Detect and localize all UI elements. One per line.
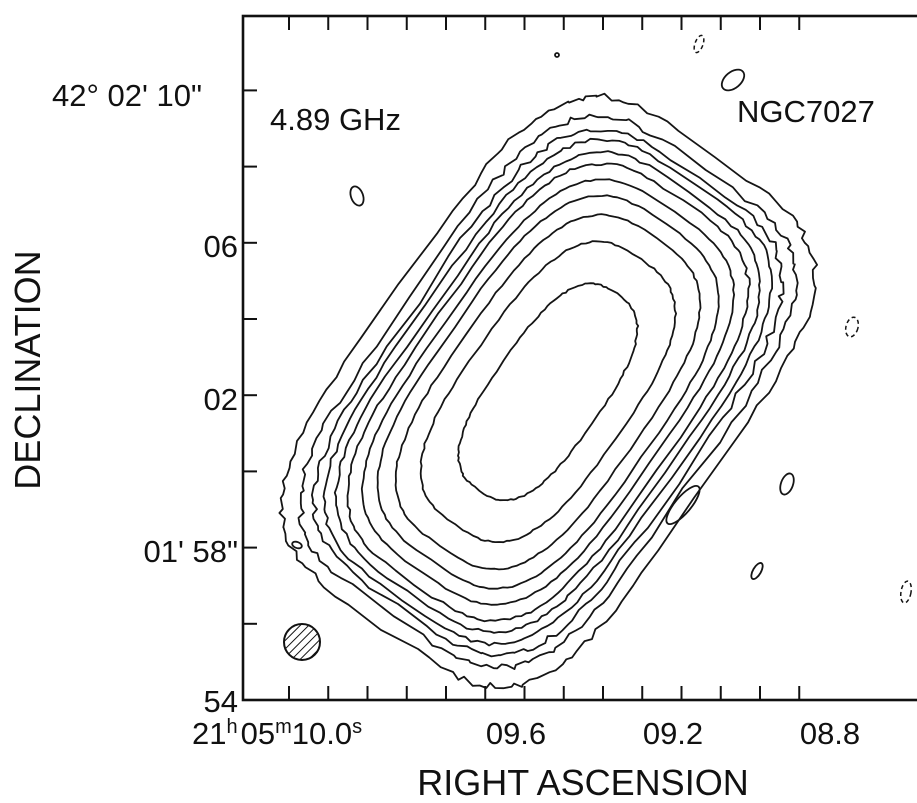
contour-level (394, 213, 702, 571)
x-tick-label: 09.2 (643, 716, 703, 751)
contour-level (322, 137, 773, 647)
source-name-label: NGC7027 (737, 94, 875, 129)
noise-contour (720, 68, 746, 92)
contour-level (310, 128, 785, 658)
noise-contour (665, 485, 701, 525)
y-tick-label: 01' 58" (144, 534, 239, 569)
contour-level (333, 150, 761, 634)
contour-level (346, 162, 751, 623)
x-axis-label: RIGHT ASCENSION (417, 762, 748, 803)
noise-contours (291, 34, 913, 604)
x-tick-hours-unit: h (226, 716, 237, 738)
contour-level (457, 282, 640, 502)
noise-contour (554, 52, 560, 58)
x-tick-minutes-unit: m (275, 716, 292, 738)
noise-contour (844, 316, 860, 338)
noise-contour (291, 540, 303, 550)
x-tick-labels: 21h05m10.0s 09.6 09.2 08.8 (192, 716, 860, 751)
contour-level (297, 113, 799, 670)
y-tick-label: 42° 02' 10" (52, 78, 202, 113)
x-tick-label: 08.8 (800, 716, 860, 751)
x-tick-minutes: 05 (241, 716, 275, 751)
frequency-label: 4.89 GHz (270, 102, 401, 137)
y-axis-label: DECLINATION (7, 250, 48, 489)
x-tick-label: 09.6 (486, 716, 546, 751)
x-tick-hours: 21 (192, 716, 226, 751)
y-tick-label: 54 (204, 684, 238, 719)
noise-contour (899, 580, 913, 604)
noise-contour (693, 34, 705, 54)
y-tick-label: 02 (204, 382, 238, 417)
noise-contour (349, 185, 365, 207)
axis-ticks (243, 16, 801, 700)
contour-level (419, 240, 677, 544)
x-tick-label-first: 21h05m10.0s (192, 716, 362, 751)
noise-contour (779, 472, 795, 496)
noise-contour (750, 562, 764, 580)
contour-level (376, 194, 720, 590)
plot-frame (241, 14, 917, 702)
contour-lines (278, 92, 818, 690)
x-tick-seconds-unit: s (352, 716, 362, 738)
y-tick-labels: 42° 02' 10" 06 02 01' 58" 54 (52, 78, 238, 719)
x-tick-seconds: 10.0 (292, 716, 352, 751)
y-tick-label: 06 (204, 229, 238, 264)
contour-level (360, 178, 735, 606)
beam-ellipse (283, 623, 321, 661)
contour-level (278, 92, 818, 690)
